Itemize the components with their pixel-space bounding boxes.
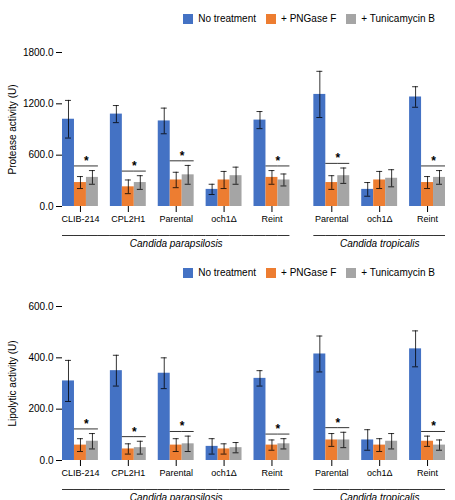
- svg-text:CPL2H1: CPL2H1: [111, 468, 145, 478]
- svg-text:Parental: Parental: [159, 214, 193, 224]
- svg-text:och1Δ: och1Δ: [367, 468, 393, 478]
- svg-text:*: *: [84, 154, 89, 168]
- svg-text:och1Δ: och1Δ: [211, 214, 237, 224]
- svg-text:*: *: [335, 151, 340, 165]
- svg-text:*: *: [180, 419, 185, 433]
- svg-text:Lipolytic activity (U): Lipolytic activity (U): [7, 340, 18, 426]
- svg-text:*: *: [276, 422, 281, 436]
- svg-text:*: *: [132, 159, 137, 173]
- html-text:+ PNGase F: + PNGase F: [281, 267, 337, 278]
- svg-text:och1Δ: och1Δ: [367, 214, 393, 224]
- svg-text:Reint: Reint: [261, 468, 283, 478]
- html-text:+ Tunicamycin B: + Tunicamycin B: [361, 267, 435, 278]
- html-text:No treatment: No treatment: [198, 13, 256, 24]
- svg-text:*: *: [84, 417, 89, 431]
- svg-text:1200.0: 1200.0: [23, 98, 54, 109]
- svg-text:*: *: [335, 416, 340, 430]
- svg-text:600.0: 600.0: [28, 149, 53, 160]
- svg-text:CLIB-214: CLIB-214: [61, 468, 99, 478]
- svg-text:och1Δ: och1Δ: [211, 468, 237, 478]
- svg-text:*: *: [132, 425, 137, 439]
- svg-text:Protease activity (U): Protease activity (U): [7, 84, 18, 174]
- svg-text:Reint: Reint: [417, 214, 439, 224]
- svg-text:*: *: [276, 154, 281, 168]
- svg-text:Candida parapsilosis: Candida parapsilosis: [130, 492, 223, 500]
- svg-text:CPL2H1: CPL2H1: [111, 214, 145, 224]
- svg-text:1800.0: 1800.0: [23, 47, 54, 58]
- html-text:No treatment: No treatment: [198, 267, 256, 278]
- html-text:+ Tunicamycin B: + Tunicamycin B: [361, 13, 435, 24]
- svg-text:0.0: 0.0: [40, 455, 54, 466]
- svg-text:600.0: 600.0: [28, 301, 53, 312]
- svg-text:Parental: Parental: [159, 468, 193, 478]
- svg-text:*: *: [431, 154, 436, 168]
- svg-text:*: *: [180, 149, 185, 163]
- svg-text:*: *: [431, 419, 436, 433]
- svg-text:0.0: 0.0: [40, 201, 54, 212]
- svg-text:200.0: 200.0: [28, 403, 53, 414]
- svg-text:Parental: Parental: [315, 214, 349, 224]
- svg-text:CLIB-214: CLIB-214: [61, 214, 99, 224]
- svg-text:Parental: Parental: [315, 468, 349, 478]
- svg-text:Candida parapsilosis: Candida parapsilosis: [130, 238, 223, 249]
- svg-text:Reint: Reint: [417, 468, 439, 478]
- svg-text:400.0: 400.0: [28, 352, 53, 363]
- html-text:+ PNGase F: + PNGase F: [281, 13, 337, 24]
- svg-text:Candida tropicalis: Candida tropicalis: [340, 492, 420, 500]
- svg-text:Reint: Reint: [261, 214, 283, 224]
- svg-text:Candida tropicalis: Candida tropicalis: [340, 238, 420, 249]
